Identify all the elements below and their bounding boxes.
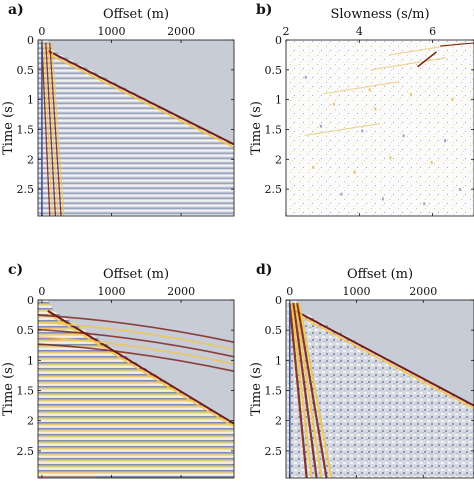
y-tick-label: 1 [275, 94, 282, 107]
x-tick-label: 4 [356, 25, 363, 38]
y-tick-label: 1 [27, 354, 34, 367]
axes-frame [37, 299, 235, 479]
x-tick-label: 6 [429, 25, 436, 38]
x-tick-label: 1000 [343, 285, 371, 298]
seismic-image [38, 40, 234, 216]
x-tick-label: 2000 [409, 285, 437, 298]
x-axis-label: Slowness (s/m) [330, 7, 429, 22]
seismic-image [286, 40, 474, 216]
y-axis-label: Time (s) [1, 101, 16, 155]
y-tick-label: 2 [275, 415, 282, 428]
y-tick-label: 1 [27, 94, 34, 107]
panel-d: d) 0 1000 2000 Offset (m) 0 0.5 1 1.5 2 2.5 Time (s… [249, 262, 474, 479]
seismic-image [38, 300, 234, 478]
axes-frame [285, 39, 474, 217]
x-axis-label: Offset (m) [103, 267, 169, 282]
panel-label: a) [8, 2, 24, 18]
y-tick-label: 2.5 [265, 183, 283, 196]
y-tick-label: 0.5 [265, 324, 283, 337]
y-tick-label: 2.5 [265, 445, 283, 458]
x-tick-label: 2 [283, 25, 290, 38]
panel-label: b) [256, 2, 272, 18]
y-tick-label: 0.5 [265, 64, 283, 77]
y-tick-label: 1.5 [17, 123, 35, 136]
y-tick-label: 0.5 [17, 64, 35, 77]
y-tick-label: 0 [27, 34, 34, 47]
x-axis-label: Offset (m) [103, 7, 169, 22]
y-tick-label: 2 [27, 153, 34, 166]
y-tick-label: 1 [275, 354, 282, 367]
panel-label: d) [256, 262, 272, 278]
y-tick-label: 2 [27, 415, 34, 428]
y-tick-label: 1.5 [265, 123, 283, 136]
x-tick-label: 2000 [167, 285, 195, 298]
x-axis-multiplier: ×10⁻⁴ [472, 6, 474, 19]
seismic-image [286, 300, 474, 478]
y-tick-label: 1.5 [265, 385, 283, 398]
y-tick-label: 2.5 [17, 445, 35, 458]
y-tick-label: 0.5 [17, 324, 35, 337]
y-tick-label: 2.5 [17, 183, 35, 196]
y-tick-label: 0 [275, 294, 282, 307]
y-axis-label: Time (s) [249, 362, 264, 416]
x-tick-label: 0 [38, 25, 45, 38]
x-axis-label: Offset (m) [347, 267, 413, 282]
y-tick-label: 0 [275, 34, 282, 47]
x-tick-label: 1000 [98, 25, 126, 38]
y-axis-label: Time (s) [1, 362, 16, 416]
x-tick-label: 1000 [98, 285, 126, 298]
y-axis-label: Time (s) [249, 101, 264, 155]
y-tick-label: 1.5 [17, 385, 35, 398]
axes-frame [285, 299, 474, 479]
axes-frame [37, 39, 235, 217]
y-tick-label: 2 [275, 153, 282, 166]
y-tick-label: 0 [27, 294, 34, 307]
panel-a: a) 0 1000 2000 Offset (m) 0 0.5 1 1.5 2 2.5 Time (s… [1, 2, 235, 217]
x-tick-label: 0 [286, 285, 293, 298]
x-tick-label: 0 [38, 285, 45, 298]
x-tick-label: 2000 [167, 25, 195, 38]
panel-c: c) 0 1000 2000 Offset (m) 0 0.5 1 1.5 2 2.5 Time (s… [1, 262, 235, 479]
panel-label: c) [8, 262, 23, 278]
